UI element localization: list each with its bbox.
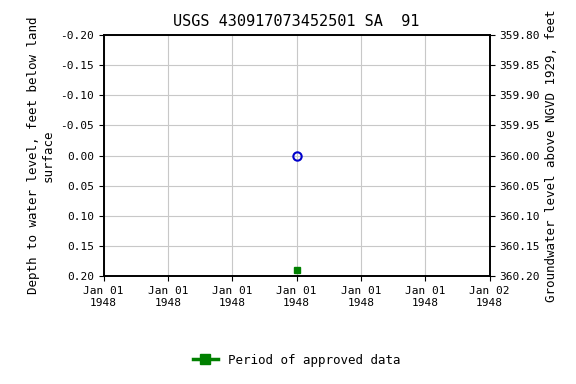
Legend: Period of approved data: Period of approved data: [188, 349, 406, 372]
Y-axis label: Depth to water level, feet below land
surface: Depth to water level, feet below land su…: [26, 17, 55, 294]
Y-axis label: Groundwater level above NGVD 1929, feet: Groundwater level above NGVD 1929, feet: [545, 9, 558, 302]
Title: USGS 430917073452501 SA  91: USGS 430917073452501 SA 91: [173, 14, 420, 29]
